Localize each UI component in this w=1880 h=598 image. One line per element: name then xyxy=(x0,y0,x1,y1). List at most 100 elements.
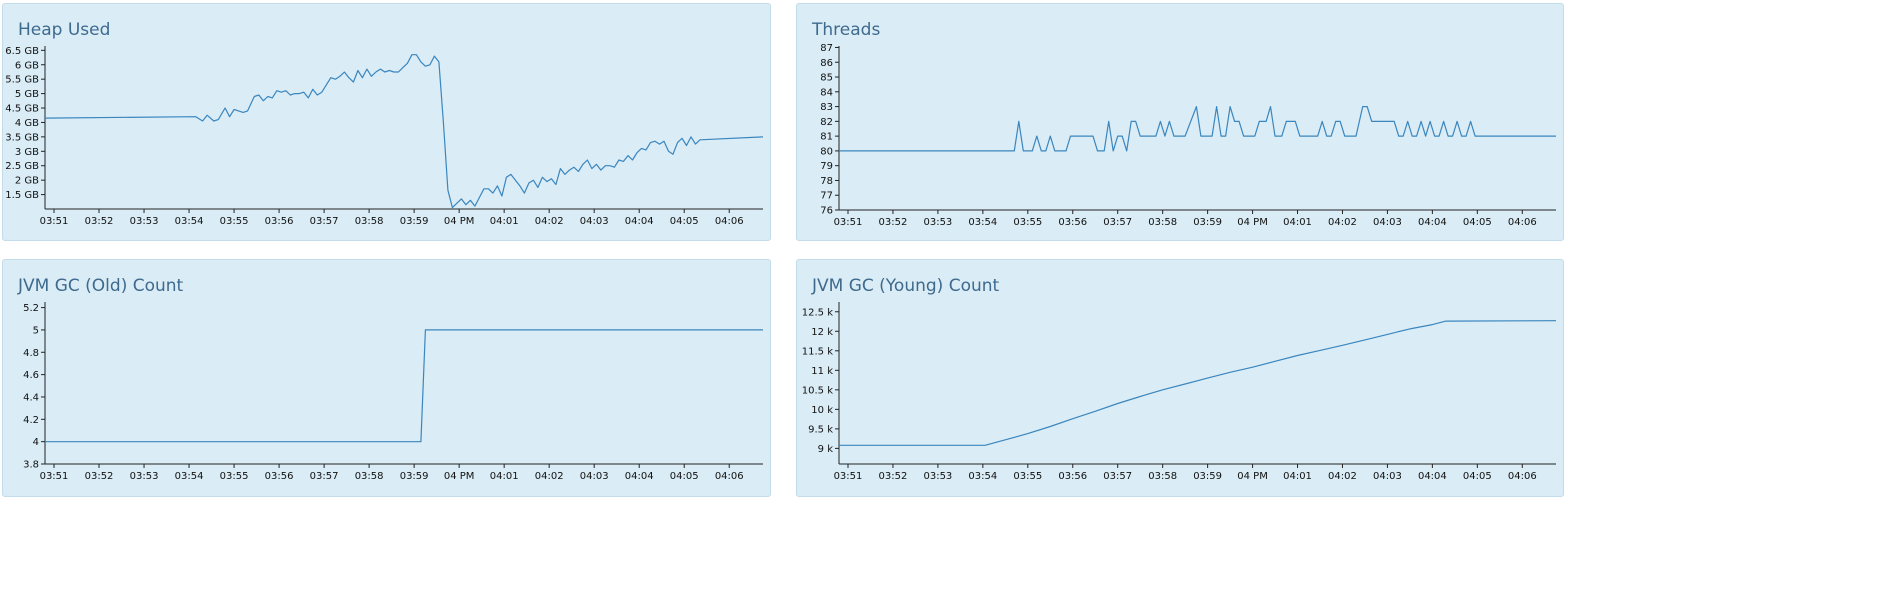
x-tick-label: 03:58 xyxy=(1148,217,1177,228)
panel-title: JVM GC (Old) Count xyxy=(18,276,184,296)
y-tick-label: 11 k xyxy=(811,366,833,377)
x-tick-label: 04:01 xyxy=(490,216,519,227)
y-tick-label: 5 GB xyxy=(15,89,39,100)
x-tick-label: 03:54 xyxy=(968,217,997,228)
y-tick-label: 3 GB xyxy=(15,147,39,158)
x-tick-label: 04:05 xyxy=(1463,471,1492,482)
x-tick-label: 03:54 xyxy=(968,471,997,482)
y-tick-label: 81 xyxy=(820,132,833,143)
x-tick-label: 03:53 xyxy=(130,471,159,482)
x-tick-label: 03:59 xyxy=(400,471,429,482)
y-tick-label: 5 xyxy=(33,325,39,336)
y-tick-label: 12 k xyxy=(811,327,833,338)
y-tick-label: 10 k xyxy=(811,405,833,416)
x-tick-label: 04:05 xyxy=(670,216,699,227)
y-tick-label: 79 xyxy=(820,161,833,172)
x-tick-label: 03:52 xyxy=(879,217,908,228)
series-line xyxy=(839,320,1557,446)
y-tick-label: 3.8 xyxy=(23,460,39,471)
y-tick-label: 78 xyxy=(820,176,833,187)
x-tick-label: 04:04 xyxy=(1418,471,1447,482)
x-tick-label: 03:52 xyxy=(85,471,114,482)
x-tick-label: 04:05 xyxy=(670,471,699,482)
x-tick-label: 03:57 xyxy=(310,471,339,482)
x-tick-label: 03:55 xyxy=(1013,471,1042,482)
y-tick-label: 76 xyxy=(820,206,833,217)
x-tick-label: 04:03 xyxy=(580,471,609,482)
y-tick-label: 12.5 k xyxy=(802,307,833,318)
y-tick-label: 84 xyxy=(820,87,833,98)
x-tick-label: 03:51 xyxy=(40,471,69,482)
x-tick-label: 04:06 xyxy=(1508,217,1537,228)
x-tick-label: 03:51 xyxy=(834,217,863,228)
x-tick-label: 04:03 xyxy=(580,216,609,227)
x-tick-label: 03:57 xyxy=(1103,471,1132,482)
y-tick-label: 87 xyxy=(820,43,833,54)
y-tick-label: 80 xyxy=(820,146,833,157)
x-tick-label: 03:56 xyxy=(265,471,294,482)
x-tick-label: 03:54 xyxy=(175,471,204,482)
y-tick-label: 4 GB xyxy=(15,118,39,129)
x-tick-label: 04 PM xyxy=(444,471,475,482)
y-tick-label: 5.5 GB xyxy=(5,75,39,86)
y-tick-label: 9.5 k xyxy=(808,424,833,435)
panel-title: Heap Used xyxy=(18,20,111,40)
x-tick-label: 03:57 xyxy=(1103,217,1132,228)
gc-young-count-panel: JVM GC (Young) Count 9 k 9.5 k 10 k 10.5 k 1… xyxy=(796,259,1564,497)
x-tick-label: 04:02 xyxy=(535,471,564,482)
x-tick-label: 04:02 xyxy=(1328,217,1357,228)
x-tick-label: 03:52 xyxy=(879,471,908,482)
y-tick-label: 4.2 xyxy=(23,415,39,426)
x-tick-label: 03:53 xyxy=(130,216,159,227)
panel-title: Threads xyxy=(812,20,881,40)
x-tick-label: 03:56 xyxy=(1058,217,1087,228)
x-tick-label: 04:06 xyxy=(715,216,744,227)
x-tick-label: 04:04 xyxy=(625,216,654,227)
x-tick-label: 03:52 xyxy=(85,216,114,227)
x-tick-label: 03:59 xyxy=(1193,471,1222,482)
x-tick-label: 03:53 xyxy=(923,217,952,228)
x-tick-label: 03:53 xyxy=(923,471,952,482)
x-tick-label: 03:54 xyxy=(175,216,204,227)
x-tick-label: 04 PM xyxy=(1237,471,1268,482)
x-tick-label: 03:55 xyxy=(1013,217,1042,228)
x-tick-label: 03:59 xyxy=(400,216,429,227)
heap-used-chart: 1.5 GB 2 GB 2.5 GB 3 GB 3.5 GB 4 GB 4.5 GB 5 GB… xyxy=(5,46,764,227)
heap-used-panel: Heap Used 1.5 GB 2 GB 2.5 GB 3 GB 3.5 GB 4 GB… xyxy=(2,3,771,241)
y-tick-label: 4.4 xyxy=(23,392,39,403)
gc-young-count-chart: 9 k 9.5 k 10 k 10.5 k 11 k 11.5 k 12 k 12.5 k 03… xyxy=(802,302,1557,482)
y-tick-label: 4.6 xyxy=(23,370,39,381)
x-tick-label: 04:06 xyxy=(1508,471,1537,482)
y-tick-label: 85 xyxy=(820,73,833,84)
x-tick-label: 04 PM xyxy=(444,216,475,227)
y-tick-label: 5.2 xyxy=(23,303,39,314)
x-tick-label: 03:56 xyxy=(1058,471,1087,482)
series-line xyxy=(44,54,764,209)
y-tick-label: 83 xyxy=(820,102,833,113)
x-tick-label: 03:56 xyxy=(265,216,294,227)
panel-title: JVM GC (Young) Count xyxy=(812,276,1000,296)
x-tick-label: 03:58 xyxy=(1148,471,1177,482)
x-tick-label: 03:57 xyxy=(310,216,339,227)
x-tick-label: 04:02 xyxy=(535,216,564,227)
x-tick-label: 03:55 xyxy=(220,471,249,482)
x-tick-label: 04:04 xyxy=(1418,217,1447,228)
threads-chart: 76 77 78 79 80 81 82 83 84 85 86 87 03:51 03:52 03:53 0… xyxy=(820,43,1556,228)
y-tick-label: 1.5 GB xyxy=(5,190,39,201)
y-tick-label: 77 xyxy=(820,191,833,202)
y-tick-label: 6 GB xyxy=(15,60,39,71)
x-tick-label: 03:58 xyxy=(355,471,384,482)
y-tick-label: 4.5 GB xyxy=(5,104,39,115)
x-tick-label: 04:02 xyxy=(1328,471,1357,482)
x-tick-label: 04 PM xyxy=(1237,217,1268,228)
y-tick-label: 82 xyxy=(820,117,833,128)
y-tick-label: 9 k xyxy=(818,444,834,455)
y-tick-label: 2 GB xyxy=(15,176,39,187)
y-tick-label: 86 xyxy=(820,58,833,69)
x-tick-label: 04:05 xyxy=(1463,217,1492,228)
y-tick-label: 4.8 xyxy=(23,348,39,359)
y-tick-label: 3.5 GB xyxy=(5,132,39,143)
x-tick-label: 03:58 xyxy=(355,216,384,227)
y-tick-label: 4 xyxy=(33,437,39,448)
threads-panel: Threads 76 77 78 79 80 81 82 83 84 85 86 87 03:51 03:… xyxy=(796,3,1564,241)
